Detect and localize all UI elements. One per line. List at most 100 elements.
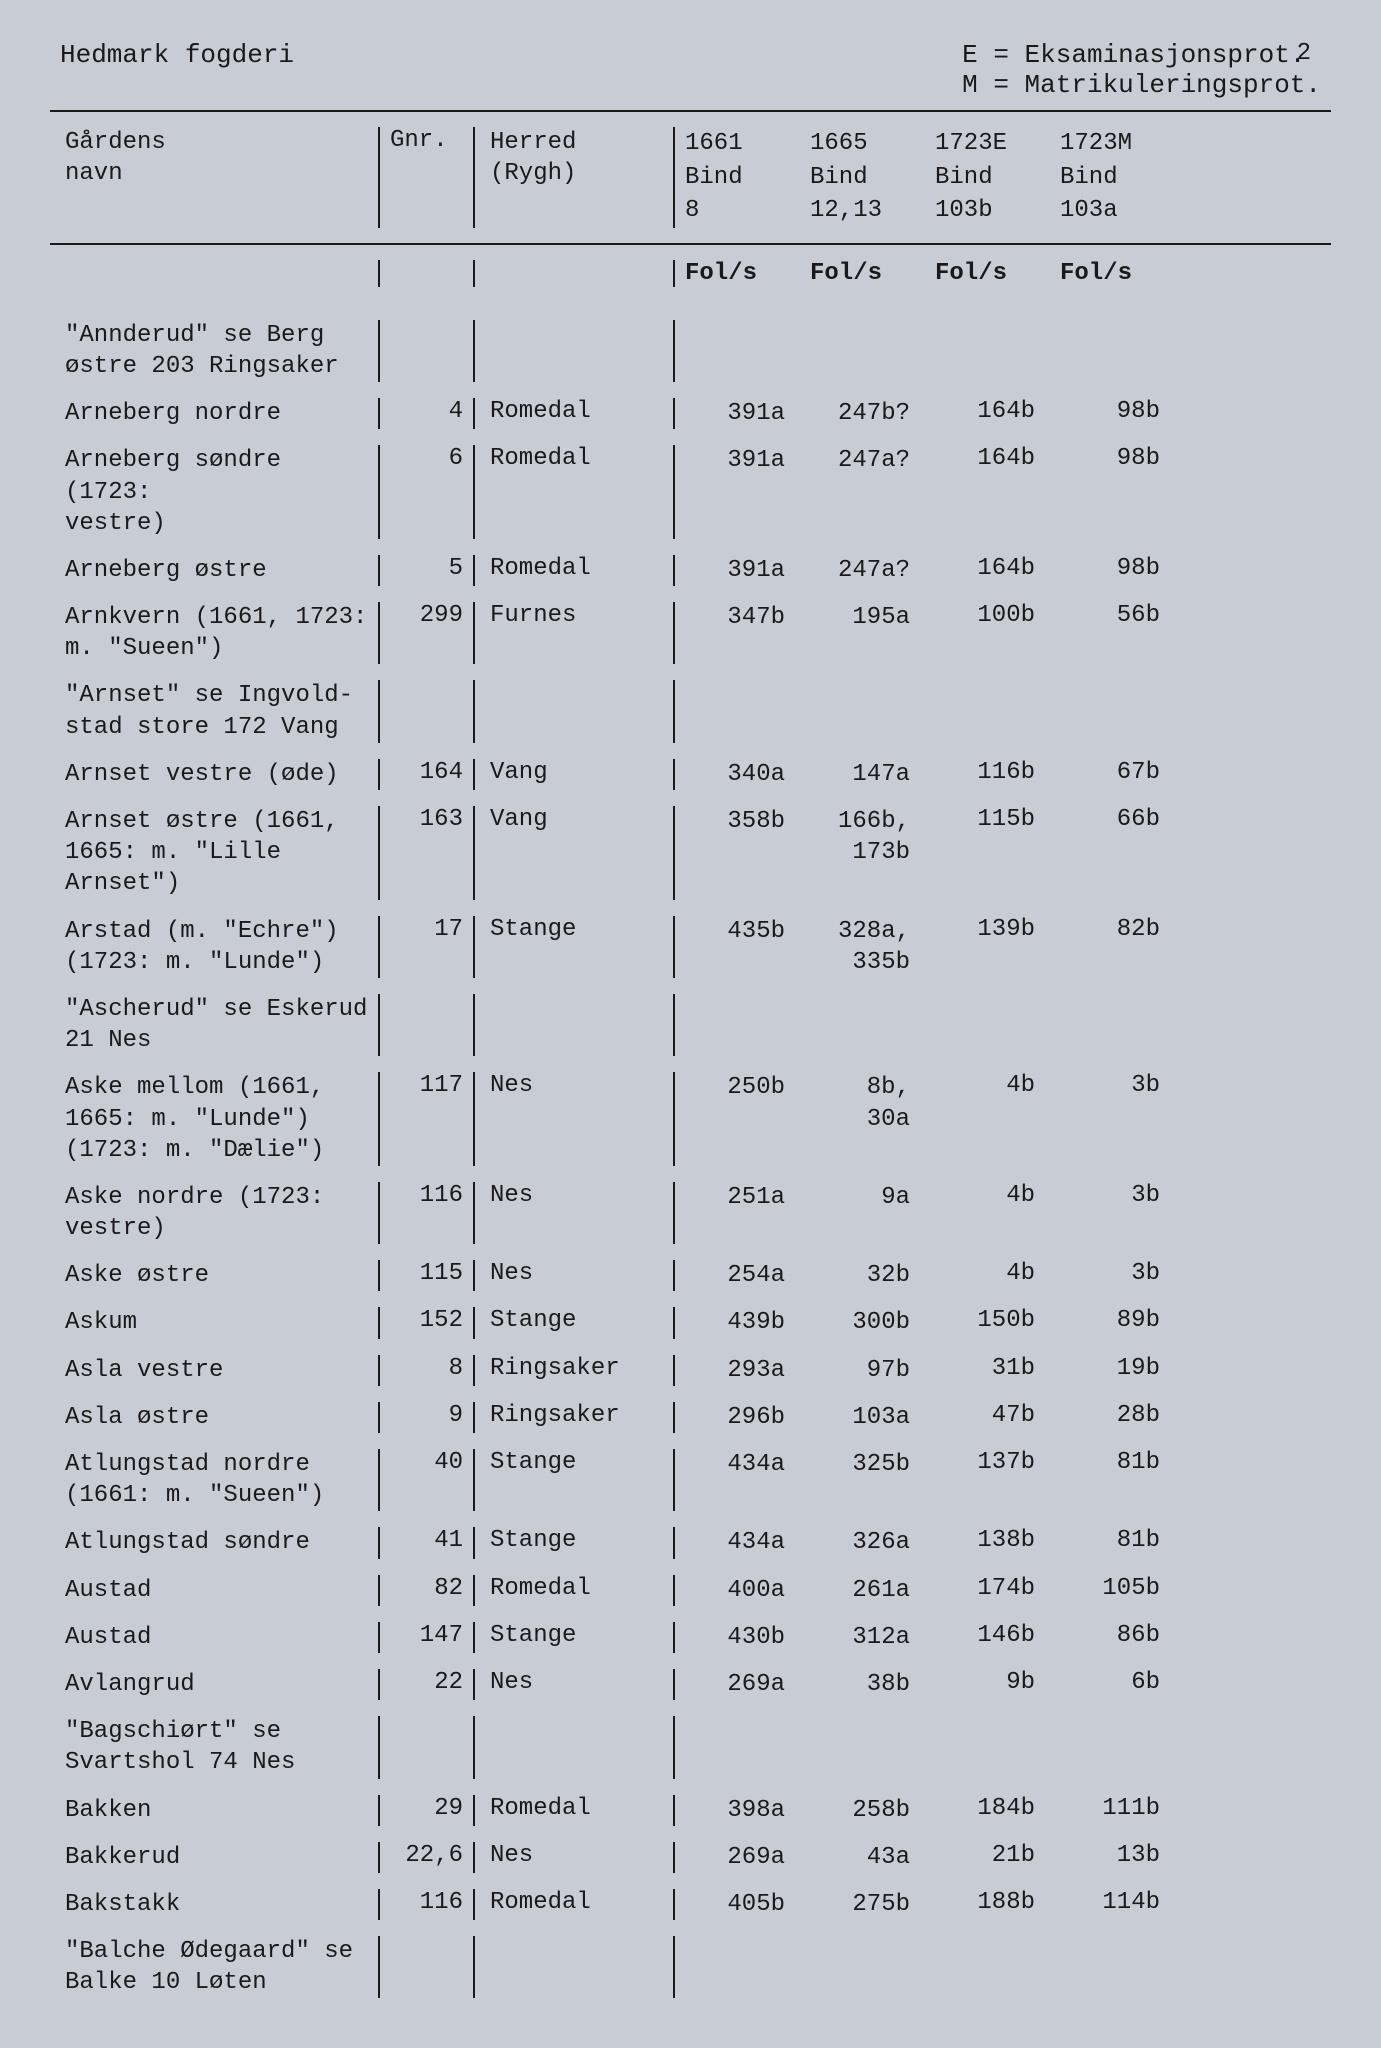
cell-herred <box>475 320 675 382</box>
cell-gnr: 299 <box>380 602 475 664</box>
cell-1723e: 31b <box>925 1355 1050 1386</box>
cell-gnr <box>380 1716 475 1778</box>
subheader-herred-blank <box>475 260 675 287</box>
cell-1723m: 81b <box>1050 1449 1175 1511</box>
col-header-1665: 1665 Bind 12,13 <box>800 127 925 228</box>
cell-herred <box>475 1936 675 1998</box>
table-row: Arneberg østre5Romedal391a247a?164b98b <box>50 547 1331 594</box>
table-row: "Annderud" se Berg østre 203 Ringsaker <box>50 312 1331 390</box>
cell-herred <box>475 994 675 1056</box>
cell-name: Bakkerud <box>50 1842 380 1873</box>
cell-name: Aske østre <box>50 1260 380 1291</box>
cell-name: Askum <box>50 1307 380 1338</box>
cell-herred: Romedal <box>475 1575 675 1606</box>
cell-1723e: 184b <box>925 1795 1050 1826</box>
cell-1661: 269a <box>675 1669 800 1700</box>
page-number: 2 <box>1297 40 1311 67</box>
header-row: Hedmark fogderi E = Eksaminasjonsprot. M… <box>50 40 1331 100</box>
cell-herred: Furnes <box>475 602 675 664</box>
cell-1665 <box>800 320 925 382</box>
cell-gnr: 116 <box>380 1889 475 1920</box>
cell-gnr <box>380 994 475 1056</box>
cell-name: "Bagschiørt" se Svartshol 74 Nes <box>50 1716 380 1778</box>
cell-name: Arnkvern (1661, 1723: m. "Sueen") <box>50 602 380 664</box>
cell-herred: Romedal <box>475 555 675 586</box>
cell-1661 <box>675 680 800 742</box>
cell-herred: Romedal <box>475 1795 675 1826</box>
subheader-fols-2: Fol/s <box>800 260 925 287</box>
cell-1723e: 188b <box>925 1889 1050 1920</box>
cell-gnr: 4 <box>380 398 475 429</box>
cell-1665: 275b <box>800 1889 925 1920</box>
cell-1723m: 6b <box>1050 1669 1175 1700</box>
cell-1665: 32b <box>800 1260 925 1291</box>
cell-gnr: 164 <box>380 759 475 790</box>
cell-1661: 400a <box>675 1575 800 1606</box>
cell-1661: 391a <box>675 445 800 539</box>
cell-1665: 247b? <box>800 398 925 429</box>
cell-name: Arstad (m. "Echre") (1723: m. "Lunde") <box>50 916 380 978</box>
cell-1665: 261a <box>800 1575 925 1606</box>
cell-1723m: 56b <box>1050 602 1175 664</box>
cell-1723e <box>925 1716 1050 1778</box>
cell-name: "Ascherud" se Eskerud 21 Nes <box>50 994 380 1056</box>
cell-name: Aske mellom (1661, 1665: m. "Lunde") (17… <box>50 1072 380 1166</box>
cell-1661: 293a <box>675 1355 800 1386</box>
cell-name: Asla vestre <box>50 1355 380 1386</box>
cell-name: Atlungstad søndre <box>50 1527 380 1558</box>
cell-gnr <box>380 320 475 382</box>
cell-1661: 254a <box>675 1260 800 1291</box>
cell-name: Austad <box>50 1575 380 1606</box>
table-row: Arnkvern (1661, 1723: m. "Sueen")299Furn… <box>50 594 1331 672</box>
table-row: Arnset østre (1661, 1665: m. "Lille Arns… <box>50 798 1331 908</box>
cell-1665: 247a? <box>800 555 925 586</box>
cell-gnr: 9 <box>380 1402 475 1433</box>
cell-name: Avlangrud <box>50 1669 380 1700</box>
cell-1723e <box>925 994 1050 1056</box>
cell-1723m: 67b <box>1050 759 1175 790</box>
cell-herred: Romedal <box>475 398 675 429</box>
cell-herred: Ringsaker <box>475 1402 675 1433</box>
table-row: Aske nordre (1723: vestre)116Nes251a9a4b… <box>50 1174 1331 1252</box>
cell-1723e: 137b <box>925 1449 1050 1511</box>
table-row: Aske mellom (1661, 1665: m. "Lunde") (17… <box>50 1064 1331 1174</box>
table-row: Austad82Romedal400a261a174b105b <box>50 1567 1331 1614</box>
cell-1723m <box>1050 1716 1175 1778</box>
cell-1661: 250b <box>675 1072 800 1166</box>
cell-1661: 269a <box>675 1842 800 1873</box>
table-row: Atlungstad søndre41Stange434a326a138b81b <box>50 1519 1331 1566</box>
cell-1723m: 98b <box>1050 445 1175 539</box>
table-row: Aske østre115Nes254a32b4b3b <box>50 1252 1331 1299</box>
cell-1661: 398a <box>675 1795 800 1826</box>
cell-1723m: 114b <box>1050 1889 1175 1920</box>
cell-1723m: 3b <box>1050 1260 1175 1291</box>
cell-herred: Stange <box>475 1449 675 1511</box>
cell-1723m: 98b <box>1050 398 1175 429</box>
table-row: Austad147Stange430b312a146b86b <box>50 1614 1331 1661</box>
cell-herred: Nes <box>475 1182 675 1244</box>
cell-1723m <box>1050 994 1175 1056</box>
cell-1665: 325b <box>800 1449 925 1511</box>
cell-gnr: 17 <box>380 916 475 978</box>
cell-1723e: 146b <box>925 1622 1050 1653</box>
cell-1665: 103a <box>800 1402 925 1433</box>
cell-1723m: 111b <box>1050 1795 1175 1826</box>
cell-1665: 258b <box>800 1795 925 1826</box>
cell-name: Bakken <box>50 1795 380 1826</box>
header-left: Hedmark fogderi <box>60 40 294 100</box>
cell-1723e: 47b <box>925 1402 1050 1433</box>
cell-1723e: 4b <box>925 1182 1050 1244</box>
cell-1723m: 86b <box>1050 1622 1175 1653</box>
cell-1723m: 3b <box>1050 1182 1175 1244</box>
cell-1723e: 174b <box>925 1575 1050 1606</box>
cell-1723e: 21b <box>925 1842 1050 1873</box>
col-header-1723m: 1723M Bind 103a <box>1050 127 1175 228</box>
table-row: Bakken29Romedal398a258b184b111b <box>50 1787 1331 1834</box>
table-row: Atlungstad nordre (1661: m. "Sueen")40St… <box>50 1441 1331 1519</box>
cell-1665: 147a <box>800 759 925 790</box>
table-row: Arneberg søndre (1723: vestre)6Romedal39… <box>50 437 1331 547</box>
table-row: Arstad (m. "Echre") (1723: m. "Lunde")17… <box>50 908 1331 986</box>
cell-name: Arneberg østre <box>50 555 380 586</box>
cell-1665: 9a <box>800 1182 925 1244</box>
cell-1723e: 4b <box>925 1072 1050 1166</box>
